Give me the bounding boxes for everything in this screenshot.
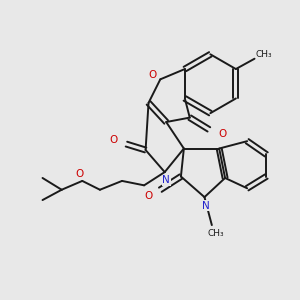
Text: N: N — [202, 201, 210, 211]
Text: O: O — [109, 135, 117, 145]
Text: CH₃: CH₃ — [255, 50, 272, 59]
Text: O: O — [149, 70, 157, 80]
Text: CH₃: CH₃ — [208, 230, 225, 238]
Text: O: O — [218, 129, 226, 139]
Text: O: O — [144, 190, 153, 201]
Text: O: O — [75, 169, 83, 178]
Text: N: N — [162, 175, 170, 185]
